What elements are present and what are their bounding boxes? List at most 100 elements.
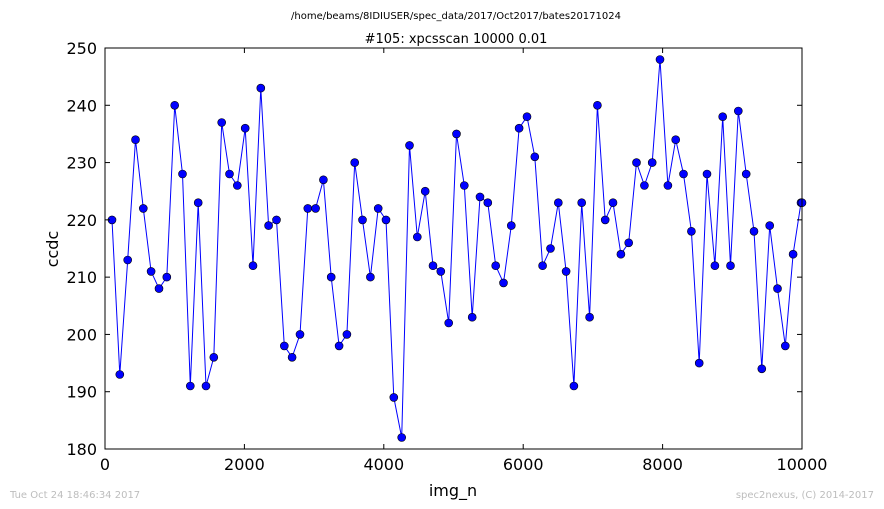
- data-point: [616, 249, 626, 259]
- plot-frame: [104, 47, 803, 450]
- data-point: [389, 393, 399, 402]
- y-tick-label: 250: [66, 39, 97, 58]
- y-tick-label: 210: [66, 268, 97, 287]
- data-point: [264, 221, 273, 230]
- data-point: [640, 181, 649, 190]
- data-point: [123, 255, 132, 265]
- data-point: [679, 169, 688, 179]
- data-point: [373, 204, 383, 213]
- data-point: [295, 330, 305, 339]
- data-point: [381, 215, 391, 225]
- footer-timestamp: Tue Oct 24 18:46:34 2017: [9, 490, 140, 501]
- data-point: [248, 261, 258, 271]
- data-point: [162, 272, 172, 282]
- data-point: [217, 118, 226, 127]
- data-point: [272, 215, 281, 225]
- data-point: [475, 192, 485, 202]
- data-point: [702, 169, 712, 179]
- y-tick-label: 230: [66, 154, 97, 173]
- data-point: [663, 181, 673, 190]
- data-point: [788, 249, 798, 259]
- y-axis-label: ccdc: [43, 231, 62, 268]
- data-point: [726, 261, 735, 271]
- data-point: [334, 341, 344, 351]
- chart-suptitle: /home/beams/8IDIUSER/spec_data/2017/Oct2…: [291, 11, 621, 22]
- data-point: [436, 267, 446, 276]
- data-point: [412, 232, 422, 242]
- data-point: [170, 101, 179, 110]
- data-point: [538, 261, 547, 271]
- data-point: [546, 244, 555, 253]
- x-tick-label: 4000: [363, 455, 404, 474]
- data-point: [319, 175, 328, 185]
- chart-title: #105: xpcsscan 10000 0.01: [365, 32, 548, 47]
- data-point: [303, 204, 313, 213]
- x-tick-label: 8000: [642, 455, 683, 474]
- data-point: [287, 352, 297, 362]
- x-tick-label: 2000: [224, 455, 265, 474]
- data-point: [358, 215, 367, 225]
- data-point: [765, 221, 775, 230]
- data-point: [256, 83, 266, 93]
- data-point: [350, 158, 360, 167]
- data-point: [428, 261, 438, 271]
- y-tick-label: 190: [66, 383, 97, 402]
- data-point: [452, 129, 461, 139]
- footer-credit: spec2nexus, (C) 2014-2017: [736, 490, 874, 501]
- data-point: [647, 158, 657, 167]
- data-point: [499, 278, 508, 288]
- data-point: [115, 370, 125, 379]
- x-axis-label: img_n: [429, 481, 477, 501]
- data-point: [632, 158, 641, 167]
- data-point: [624, 238, 634, 248]
- data-point: [608, 198, 618, 207]
- data-point: [483, 198, 493, 207]
- data-point: [326, 272, 336, 282]
- data-point: [342, 330, 352, 339]
- data-point: [467, 312, 477, 322]
- data-point: [397, 433, 407, 442]
- data-point: [311, 204, 320, 213]
- data-point: [131, 135, 140, 144]
- data-point: [710, 261, 720, 271]
- y-tick-label: 200: [66, 325, 97, 344]
- data-point: [459, 181, 469, 190]
- data-point: [444, 318, 454, 328]
- plot-area: 0 2000 4000 6000 8000 10000 180 190 200 210 220 23…: [66, 39, 827, 474]
- y-tick-label: 240: [66, 96, 97, 115]
- series-layer: [107, 55, 807, 442]
- data-point: [240, 123, 250, 133]
- data-point: [593, 101, 602, 110]
- data-point: [193, 198, 203, 207]
- x-axis: 0 2000 4000 6000 8000 10000: [100, 48, 827, 474]
- data-point: [178, 169, 187, 179]
- data-point: [655, 55, 665, 64]
- data-point: [491, 261, 501, 271]
- data-point: [749, 227, 759, 236]
- data-point: [569, 381, 579, 391]
- x-tick-label: 6000: [503, 455, 544, 474]
- data-point: [671, 135, 681, 144]
- x-tick-label: 0: [100, 455, 110, 474]
- data-point: [741, 169, 751, 179]
- data-point: [405, 141, 414, 150]
- data-point: [420, 186, 430, 196]
- y-axis: 180 190 200 210 220 230 240 250: [66, 39, 802, 459]
- data-point: [514, 123, 524, 133]
- data-point: [718, 112, 728, 121]
- data-point: [780, 341, 790, 351]
- data-point: [687, 227, 696, 236]
- data-point: [146, 267, 156, 276]
- data-point: [201, 381, 211, 391]
- data-point: [694, 358, 704, 368]
- data-point: [561, 267, 571, 276]
- data-point: [530, 152, 540, 162]
- data-point: [225, 169, 234, 179]
- data-point: [757, 364, 767, 374]
- data-point: [139, 204, 148, 213]
- data-point: [279, 341, 289, 351]
- data-point: [553, 198, 563, 207]
- data-point: [522, 112, 532, 121]
- data-point: [186, 381, 195, 391]
